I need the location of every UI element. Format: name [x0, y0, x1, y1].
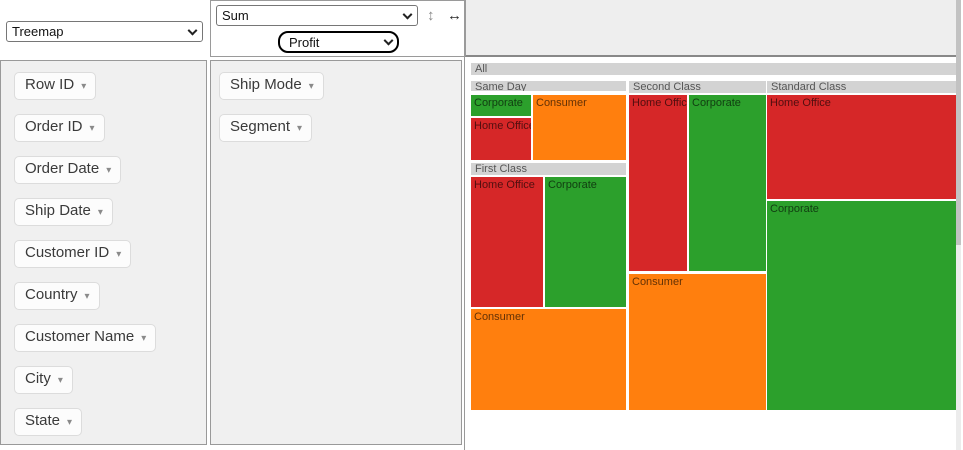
field-pill-label: State	[25, 412, 61, 429]
treemap-root-header[interactable]: All	[471, 63, 956, 75]
field-pill-segment[interactable]: Segment ▾	[219, 114, 313, 142]
triangle-down-icon[interactable]: ▾	[89, 123, 95, 134]
field-pill-order-id[interactable]: Order ID ▾	[14, 114, 105, 142]
treemap-tile-first-class-corporate[interactable]: Corporate	[545, 177, 626, 307]
aggregator-select-wrap: Sum	[216, 5, 418, 26]
row-fields-panel: Ship Mode ▾ Segment ▾	[210, 60, 462, 445]
triangle-down-icon[interactable]: ▾	[84, 291, 90, 302]
value-attribute-select-wrap: Profit	[278, 31, 399, 53]
aggregator-select[interactable]: Sum	[216, 5, 418, 26]
triangle-down-icon[interactable]: ▾	[57, 375, 63, 386]
field-pill-ship-mode[interactable]: Ship Mode ▾	[219, 72, 324, 100]
triangle-down-icon[interactable]: ▾	[308, 81, 314, 92]
field-pill-customer-id[interactable]: Customer ID ▾	[14, 240, 132, 268]
field-pill-order-date[interactable]: Order Date ▾	[14, 156, 122, 184]
field-pill-label: Row ID	[25, 76, 75, 93]
treemap-tile-same-day-corporate[interactable]: Corporate	[471, 95, 531, 116]
field-pill-label: Order ID	[25, 118, 83, 135]
treemap-tile-same-day-consumer[interactable]: Consumer	[533, 95, 626, 160]
treemap-tile-second-class-corporate[interactable]: Corporate	[689, 95, 766, 271]
field-pill-label: Ship Mode	[230, 76, 302, 93]
triangle-down-icon[interactable]: ▾	[81, 81, 87, 92]
treemap-tile-first-class-home-office[interactable]: Home Office	[471, 177, 543, 307]
field-pill-label: Customer ID	[25, 244, 110, 261]
field-pill-customer-name[interactable]: Customer Name ▾	[14, 324, 157, 352]
triangle-down-icon[interactable]: ▾	[297, 123, 303, 134]
treemap-tile-second-class-consumer[interactable]: Consumer	[629, 274, 766, 410]
treemap-tile-second-class-home-office[interactable]: Home Office	[629, 95, 687, 271]
treemap-group-header-first-class[interactable]: First Class	[471, 163, 626, 175]
vertical-scrollbar[interactable]	[956, 0, 961, 450]
column-drop-zone[interactable]	[465, 0, 957, 57]
scrollbar-thumb[interactable]	[956, 0, 961, 245]
field-pill-ship-date[interactable]: Ship Date ▾	[14, 198, 113, 226]
renderer-cell: Treemap	[0, 0, 208, 57]
field-pill-label: Country	[25, 286, 78, 303]
field-pill-label: Ship Date	[25, 202, 91, 219]
field-pill-city[interactable]: City ▾	[14, 366, 73, 394]
field-pill-label: Customer Name	[25, 328, 135, 345]
triangle-down-icon[interactable]: ▾	[116, 249, 122, 260]
treemap-group-header-second-class[interactable]: Second Class	[629, 81, 766, 93]
triangle-down-icon[interactable]: ▾	[97, 207, 103, 218]
triangle-down-icon[interactable]: ▾	[141, 333, 147, 344]
field-pill-label: City	[25, 370, 51, 387]
field-pill-label: Order Date	[25, 160, 100, 177]
field-pill-label: Segment	[230, 118, 291, 135]
treemap-group-header-same-day[interactable]: Same Day	[471, 81, 626, 91]
field-pill-state[interactable]: State ▾	[14, 408, 83, 436]
unused-fields-panel: Row ID ▾ Order ID ▾ Order Date ▾ Ship Date ▾ Cus…	[0, 60, 207, 445]
field-pill-country[interactable]: Country ▾	[14, 282, 100, 310]
value-attribute-select[interactable]: Profit	[278, 31, 399, 53]
renderer-select-wrap: Treemap	[6, 21, 203, 42]
triangle-down-icon[interactable]: ▾	[106, 165, 112, 176]
treemap-tile-standard-class-corporate[interactable]: Corporate	[767, 201, 956, 410]
treemap-tile-same-day-home-office[interactable]: Home Office	[471, 118, 531, 160]
triangle-down-icon[interactable]: ▾	[67, 417, 73, 428]
renderer-select[interactable]: Treemap	[6, 21, 203, 42]
treemap-tile-standard-class-home-office[interactable]: Home Office	[767, 95, 956, 199]
treemap-tile-first-class-consumer[interactable]: Consumer	[471, 309, 626, 410]
treemap: All Same Day Corporate Home Office Consumer F…	[464, 57, 963, 450]
treemap-group-header-standard-class[interactable]: Standard Class	[767, 81, 956, 93]
field-pill-row-id[interactable]: Row ID ▾	[14, 72, 97, 100]
row-order-button[interactable]: ↕	[427, 7, 435, 24]
col-order-button[interactable]: ↔	[447, 7, 462, 24]
aggregator-cell: Sum ↕ ↔ Profit	[210, 0, 465, 57]
